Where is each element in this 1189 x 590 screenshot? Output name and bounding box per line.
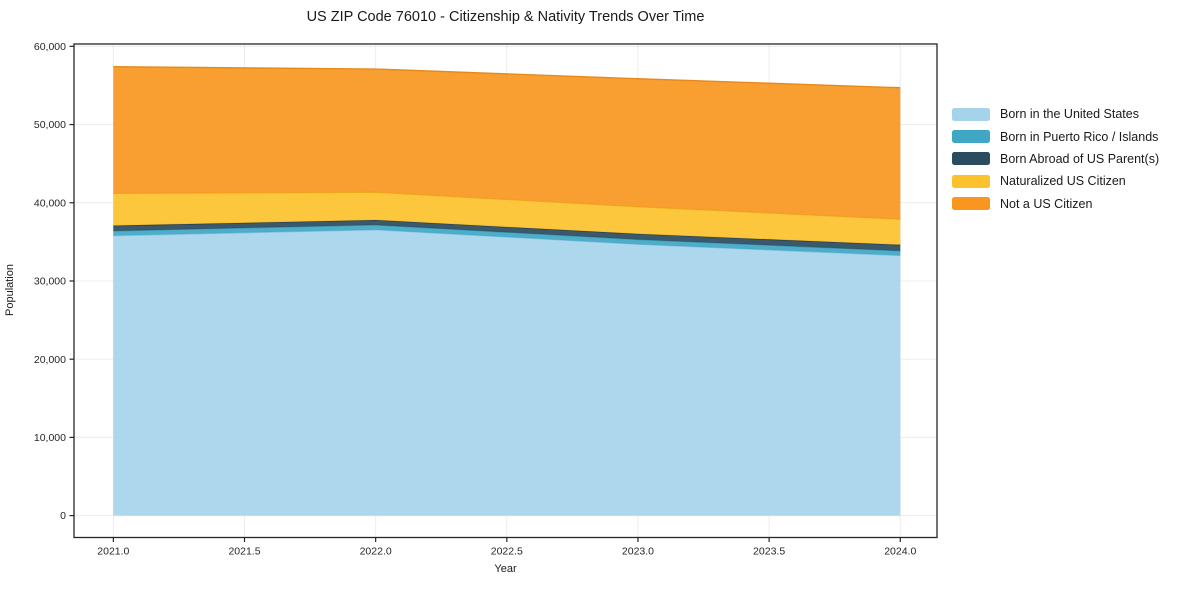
legend-swatch-icon: [952, 197, 990, 211]
legend-label: Not a US Citizen: [1000, 196, 1093, 211]
legend-label: Born Abroad of US Parent(s): [1000, 151, 1160, 166]
legend-item: Born Abroad of US Parent(s): [952, 148, 1159, 170]
legend-label: Born in the United States: [1000, 107, 1139, 122]
y-axis-label: Population: [4, 264, 16, 316]
chart-title: US ZIP Code 76010 - Citizenship & Nativi…: [306, 9, 705, 25]
y-tick-label: 60,000: [34, 41, 66, 53]
y-tick-label: 0: [60, 510, 66, 522]
legend-item: Not a US Citizen: [952, 193, 1159, 215]
legend-swatch-icon: [952, 152, 990, 166]
legend-item: Naturalized US Citizen: [952, 170, 1159, 192]
y-tick-label: 40,000: [34, 197, 66, 209]
x-tick-label: 2021.0: [97, 546, 129, 558]
x-axis-label: Year: [494, 563, 517, 575]
legend-swatch-icon: [952, 130, 990, 144]
area-series-3: [113, 192, 901, 245]
legend: Born in the United States Born in Puerto …: [952, 103, 1159, 215]
x-tick-label: 2022.0: [360, 546, 392, 558]
x-tick-label: 2021.5: [228, 546, 260, 558]
area-series-0: [113, 229, 901, 516]
y-tick-label: 50,000: [34, 119, 66, 131]
area-edge-4: [113, 66, 901, 89]
legend-label: Born in Puerto Rico / Islands: [1000, 129, 1159, 144]
area-series-4: [113, 66, 901, 220]
x-tick-label: 2023.5: [753, 546, 785, 558]
x-tick-label: 2022.5: [491, 546, 523, 558]
y-tick-label: 20,000: [34, 354, 66, 366]
legend-item: Born in Puerto Rico / Islands: [952, 125, 1159, 147]
legend-swatch-icon: [952, 107, 990, 121]
legend-label: Naturalized US Citizen: [1000, 174, 1126, 189]
y-tick-label: 10,000: [34, 432, 66, 444]
legend-item: Born in the United States: [952, 103, 1159, 125]
legend-swatch-icon: [952, 174, 990, 188]
x-tick-label: 2023.0: [622, 546, 654, 558]
y-tick-label: 30,000: [34, 276, 66, 288]
plot-border: [73, 43, 938, 539]
x-tick-label: 2024.0: [884, 546, 916, 558]
